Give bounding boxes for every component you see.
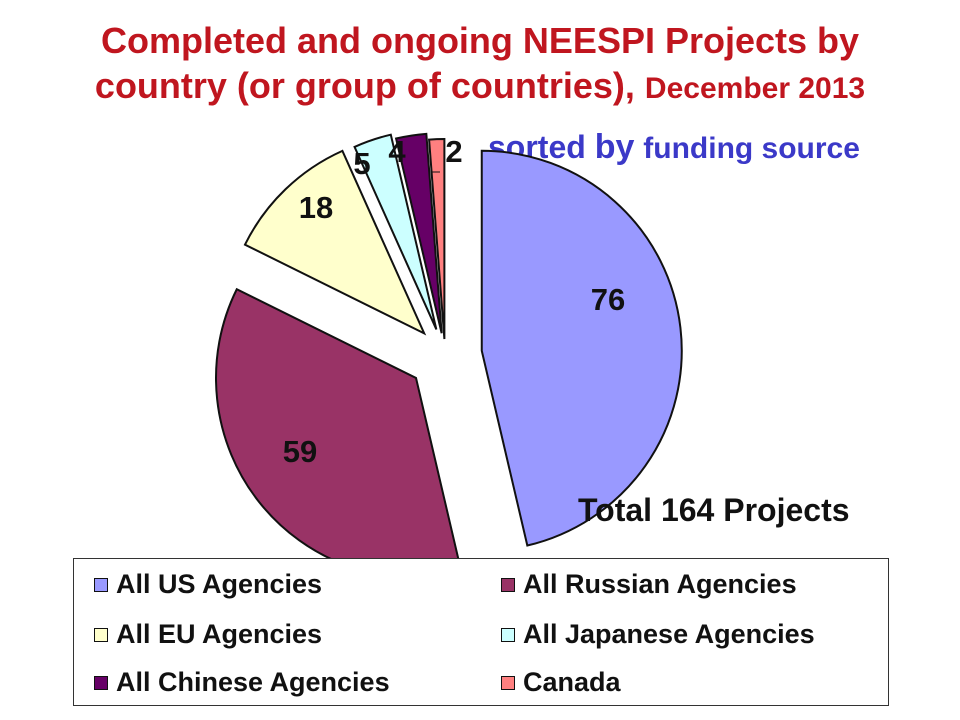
legend-label: All Japanese Agencies [523, 619, 815, 649]
subtitle-rest: funding source [643, 132, 860, 165]
pie-slice-all-russian-agencies [215, 287, 460, 560]
legend-item-all-us-agencies: All US Agencies [94, 569, 322, 600]
legend-label: All EU Agencies [116, 619, 323, 649]
pie-slice-canada [428, 138, 446, 340]
data-label-all-us-agencies: 76 [591, 282, 625, 317]
legend-item-all-chinese-agencies: All Chinese Agencies [94, 667, 390, 698]
title-date: December 2013 [644, 72, 866, 105]
legend-item-all-russian-agencies: All Russian Agencies [501, 569, 797, 600]
legend-swatch [501, 627, 515, 642]
subtitle-by: by [594, 128, 635, 166]
legend-item-all-japanese-agencies: All Japanese Agencies [501, 619, 815, 650]
title-line2: country (or group of countries), Decembe… [0, 63, 960, 111]
legend-swatch [501, 577, 515, 592]
legend-swatch [94, 627, 108, 642]
legend-swatch [94, 577, 108, 592]
data-label-canada: 2 [445, 134, 462, 169]
legend-label: All US Agencies [116, 569, 323, 599]
legend-item-all-eu-agencies: All EU Agencies [94, 619, 322, 650]
data-label-all-russian-agencies: 59 [283, 434, 317, 469]
total-projects-label: Total 164 Projects [578, 492, 850, 528]
legend-swatch [94, 675, 108, 690]
pie-slice-all-japanese-agencies [353, 133, 438, 330]
legend: All US Agencies All Russian Agencies All E… [73, 558, 889, 706]
legend-label: Canada [523, 667, 621, 697]
data-label-all-chinese-agencies: 4 [388, 134, 406, 169]
legend-label: All Russian Agencies [523, 569, 797, 599]
title-line2-main: country (or group of countries), [94, 65, 635, 106]
pie-slice-all-us-agencies [480, 149, 683, 547]
legend-label: All Chinese Agencies [116, 667, 390, 697]
pie-chart: 76 59 18 5 4 2 [215, 132, 683, 560]
data-label-all-eu-agencies: 18 [299, 190, 333, 225]
legend-swatch [501, 675, 515, 690]
legend-item-canada: Canada [501, 667, 621, 698]
chart-title: Completed and ongoing NEESPI Projects by… [0, 18, 960, 111]
title-line1: Completed and ongoing NEESPI Projects by [100, 20, 860, 61]
pie-slice-all-chinese-agencies [394, 132, 443, 334]
pie-slice-all-eu-agencies [243, 149, 427, 336]
data-label-all-japanese-agencies: 5 [353, 146, 370, 181]
